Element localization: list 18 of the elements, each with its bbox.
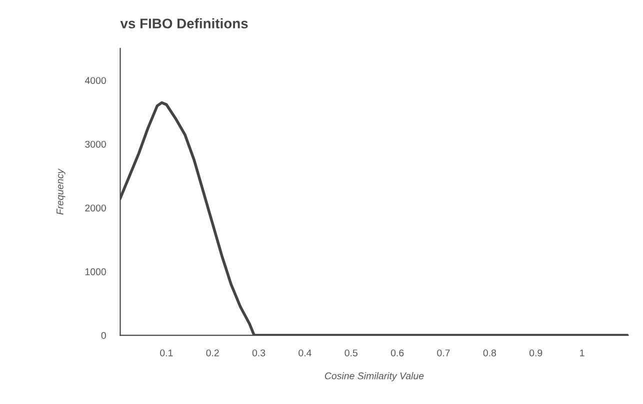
- y-tick-label: 3000: [85, 140, 106, 148]
- chart-title: vs FIBO Definitions: [120, 18, 248, 28]
- x-tick-label: 0.4: [298, 349, 312, 356]
- x-tick-label: 0.9: [529, 349, 542, 356]
- x-tick-label: 0.5: [344, 349, 358, 356]
- x-axis-title: Cosine Similarity Value: [324, 372, 424, 382]
- y-axis-title: Frequency: [56, 168, 66, 215]
- x-tick-label: 0.2: [206, 349, 219, 356]
- x-tick-label: 0.1: [160, 349, 173, 356]
- x-tick-label: 0.6: [390, 349, 404, 356]
- y-tick-label: 4000: [84, 77, 106, 84]
- x-tick-label: 0.7: [437, 349, 450, 356]
- x-tick-label: 0.8: [483, 349, 496, 356]
- y-tick-label: 1000: [85, 268, 106, 276]
- y-tick-label: 2000: [85, 204, 106, 212]
- x-tick-label: 0.3: [252, 349, 266, 356]
- x-tick-label: 1: [580, 350, 584, 356]
- y-tick-label: 0: [101, 332, 106, 339]
